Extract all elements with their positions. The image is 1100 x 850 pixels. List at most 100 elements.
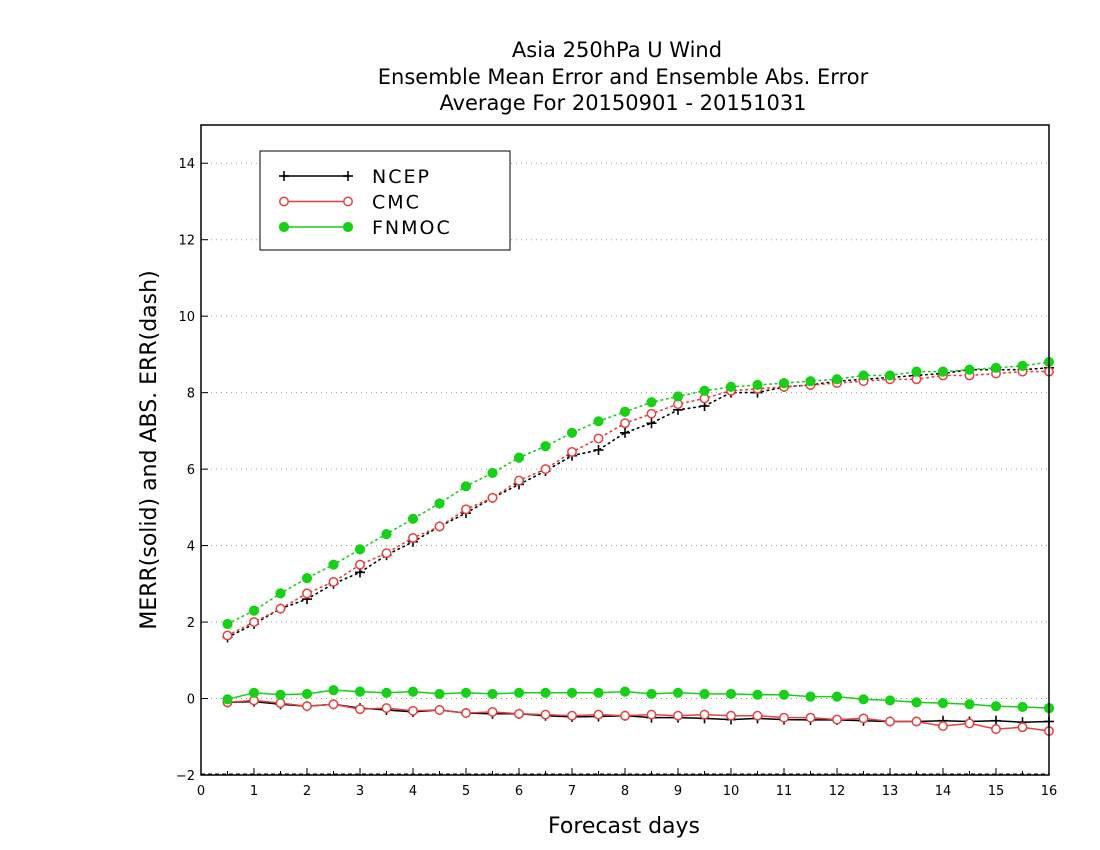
merr-point-fnmoc	[513, 687, 525, 698]
merr-point-cmc	[540, 709, 551, 720]
merr-point-cmc	[726, 710, 736, 721]
merr-point-fnmoc	[725, 688, 737, 700]
legend-marker-start-ncep	[279, 171, 289, 181]
merr-point-cmc	[779, 712, 789, 723]
abs-err-point-fnmoc	[381, 529, 392, 540]
abs-err-point-fnmoc	[884, 370, 896, 381]
merr-point-fnmoc	[487, 688, 498, 700]
abs-err-point-cmc	[408, 532, 418, 543]
legend-marker-end-fnmoc	[342, 221, 354, 233]
abs-err-point-fnmoc	[275, 588, 286, 599]
merr-point-fnmoc	[407, 686, 419, 697]
series-ncep	[222, 362, 1054, 728]
merr-point-cmc	[964, 718, 975, 729]
abs-err-point-ncep	[593, 445, 604, 455]
abs-err-point-fnmoc	[858, 370, 869, 381]
merr-point-cmc	[858, 713, 869, 724]
abs-err-point-fnmoc	[672, 391, 684, 402]
abs-err-line-cmc	[226, 370, 1050, 637]
plot-frame	[200, 124, 1050, 776]
abs-err-point-fnmoc	[434, 498, 445, 509]
x-tick-label: 0	[197, 784, 205, 799]
merr-point-cmc	[1017, 722, 1028, 733]
abs-err-point-cmc	[249, 617, 259, 628]
y-tick-label: 8	[187, 387, 195, 402]
abs-err-point-ncep	[620, 427, 630, 438]
abs-err-point-cmc	[567, 446, 577, 457]
abs-err-point-fnmoc	[566, 427, 578, 438]
x-tick-label: 2	[303, 784, 311, 799]
abs-err-point-fnmoc	[407, 513, 419, 524]
abs-err-point-cmc	[275, 603, 286, 614]
merr-line-cmc	[227, 699, 1050, 732]
abs-err-point-cmc	[434, 521, 445, 532]
title-line-3: Average For 20150901 - 20151031	[439, 91, 806, 115]
merr-point-fnmoc	[778, 689, 790, 700]
merr-point-fnmoc	[805, 691, 816, 702]
legend-label-fnmoc: FNMOC	[372, 217, 452, 239]
merr-point-fnmoc	[619, 686, 631, 697]
legend-entry-fnmoc: FNMOC	[278, 217, 452, 239]
merr-point-ncep	[991, 715, 1001, 726]
series	[222, 356, 1055, 736]
abs-err-point-fnmoc	[699, 385, 710, 396]
abs-err-point-cmc	[620, 418, 630, 429]
x-tick-label: 13	[882, 784, 899, 799]
merr-point-fnmoc	[884, 695, 896, 706]
merr-point-cmc	[355, 704, 365, 715]
merr-point-cmc	[805, 712, 816, 723]
merr-point-fnmoc	[354, 686, 366, 697]
x-tick-label: 16	[1041, 784, 1058, 799]
merr-point-cmc	[991, 724, 1001, 735]
merr-point-fnmoc	[434, 688, 445, 700]
legend-entry-ncep: NCEP	[279, 166, 429, 188]
abs-err-point-fnmoc	[646, 397, 657, 408]
abs-err-point-cmc	[487, 492, 498, 503]
abs-err-point-fnmoc	[752, 379, 763, 391]
abs-err-point-cmc	[328, 576, 339, 587]
abs-err-point-fnmoc	[964, 364, 975, 375]
abs-err-point-cmc	[593, 433, 604, 444]
gridlines	[201, 162, 1049, 775]
merr-point-cmc	[487, 706, 498, 717]
merr-point-fnmoc	[593, 687, 604, 698]
x-tick-label: 15	[988, 784, 1005, 799]
merr-line-fnmoc	[227, 689, 1050, 709]
x-tick-label: 5	[462, 784, 470, 799]
merr-point-fnmoc	[937, 698, 949, 709]
abs-err-point-fnmoc	[513, 452, 525, 463]
merr-point-cmc	[514, 708, 524, 719]
abs-err-point-fnmoc	[937, 366, 949, 377]
abs-err-point-fnmoc	[460, 481, 472, 492]
x-tick-label: 6	[515, 784, 523, 799]
abs-err-point-fnmoc	[540, 441, 551, 452]
merr-point-fnmoc	[752, 689, 763, 700]
merr-point-fnmoc	[566, 687, 578, 698]
abs-err-point-cmc	[461, 504, 471, 515]
merr-point-fnmoc	[858, 694, 869, 705]
merr-point-cmc	[593, 709, 604, 720]
abs-err-point-cmc	[514, 475, 524, 486]
abs-err-point-fnmoc	[301, 572, 313, 584]
legend: NCEP CMC FNMOC	[259, 150, 511, 251]
merr-point-cmc	[567, 710, 577, 721]
abs-err-point-fnmoc	[1017, 360, 1028, 371]
merr-point-cmc	[461, 708, 471, 719]
series-fnmoc	[222, 356, 1055, 714]
y-tick-label: −2	[176, 769, 195, 784]
merr-point-fnmoc	[460, 687, 472, 698]
chart-title: Asia 250hPa U Wind Ensemble Mean Error a…	[378, 38, 869, 115]
merr-point-cmc	[620, 710, 630, 721]
legend-box	[259, 150, 511, 251]
y-tick-label: 12	[178, 234, 195, 249]
merr-point-fnmoc	[1017, 701, 1028, 713]
x-tick-label: 12	[829, 784, 846, 799]
merr-point-cmc	[275, 698, 286, 709]
merr-point-fnmoc	[381, 687, 392, 698]
merr-point-fnmoc	[911, 697, 922, 708]
legend-marker-end-cmc	[343, 196, 353, 207]
x-tick-label: 11	[776, 784, 793, 799]
y-tick-label: 0	[187, 693, 195, 708]
abs-err-point-fnmoc	[593, 416, 604, 427]
